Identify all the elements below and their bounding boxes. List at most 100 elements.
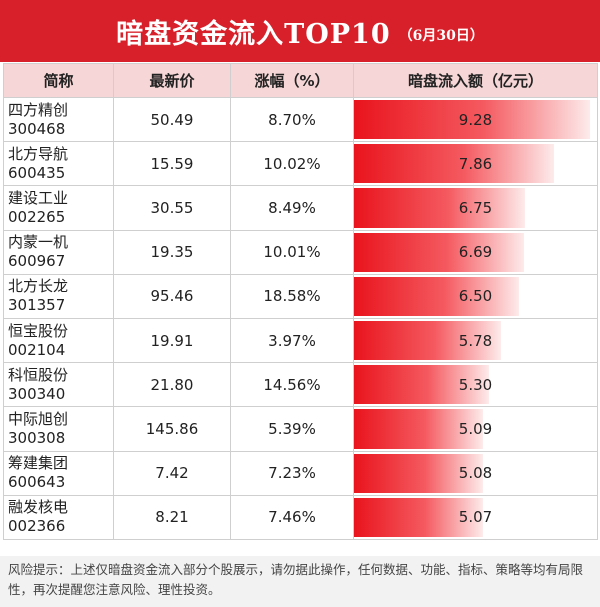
inflow-value: 5.09 bbox=[458, 419, 493, 438]
stock-code: 300468 bbox=[8, 119, 66, 138]
stock-code: 002104 bbox=[8, 340, 66, 359]
price-cell: 19.35 bbox=[113, 229, 231, 275]
inflow-value: 5.78 bbox=[458, 331, 493, 350]
stock-code: 301357 bbox=[8, 296, 66, 315]
inflow-bar bbox=[354, 497, 483, 537]
stock-cell: 建设工业 002265 bbox=[3, 185, 114, 231]
stock-name: 融发核电 bbox=[8, 498, 69, 517]
inflow-bar bbox=[354, 320, 501, 361]
inflow-bar bbox=[354, 188, 526, 228]
table-row: 四方精创 300468 50.49 8.70% 9.28 bbox=[3, 96, 598, 143]
change-cell: 14.56% bbox=[230, 362, 354, 408]
inflow-cell: 6.75 bbox=[353, 185, 598, 231]
inflow-value: 6.69 bbox=[458, 243, 493, 262]
stock-code: 300340 bbox=[8, 384, 66, 403]
stock-cell: 四方精创 300468 bbox=[3, 96, 114, 143]
inflow-bar bbox=[354, 365, 489, 405]
stock-code: 002366 bbox=[8, 517, 66, 536]
stock-name: 北方导航 bbox=[8, 144, 69, 163]
change-cell: 18.58% bbox=[230, 273, 354, 319]
inflow-cell: 6.50 bbox=[353, 273, 598, 319]
change-cell: 10.01% bbox=[230, 229, 354, 275]
table-row: 北方导航 600435 15.59 10.02% 7.86 bbox=[3, 141, 598, 187]
table-row: 筹建集团 600643 7.42 7.23% 5.08 bbox=[3, 450, 598, 496]
stock-cell: 内蒙一机 600967 bbox=[3, 229, 114, 275]
stock-name: 建设工业 bbox=[8, 188, 69, 207]
inflow-cell: 5.07 bbox=[353, 494, 598, 540]
inflow-value: 5.30 bbox=[458, 375, 493, 394]
change-cell: 3.97% bbox=[230, 317, 354, 364]
stock-cell: 北方导航 600435 bbox=[3, 141, 114, 187]
inflow-value: 5.07 bbox=[458, 508, 493, 527]
price-cell: 30.55 bbox=[113, 185, 231, 231]
change-cell: 8.70% bbox=[230, 96, 354, 143]
inflow-bar bbox=[354, 100, 590, 140]
inflow-value: 9.28 bbox=[458, 110, 493, 129]
stock-cell: 中际旭创 300308 bbox=[3, 406, 114, 452]
inflow-cell: 7.86 bbox=[353, 141, 598, 187]
price-cell: 145.86 bbox=[113, 406, 231, 452]
column-header-name: 简称 bbox=[3, 63, 114, 98]
inflow-value: 7.86 bbox=[458, 154, 493, 173]
stock-cell: 筹建集团 600643 bbox=[3, 450, 114, 496]
price-cell: 21.80 bbox=[113, 362, 231, 408]
column-header-price: 最新价 bbox=[113, 63, 231, 98]
inflow-cell: 5.30 bbox=[353, 362, 598, 408]
price-cell: 19.91 bbox=[113, 317, 231, 364]
stock-cell: 恒宝股份 002104 bbox=[3, 317, 114, 364]
stock-code: 600643 bbox=[8, 473, 66, 492]
table-row: 中际旭创 300308 145.86 5.39% 5.09 bbox=[3, 406, 598, 452]
inflow-cell: 9.28 bbox=[353, 96, 598, 143]
table-row: 建设工业 002265 30.55 8.49% 6.75 bbox=[3, 185, 598, 231]
stock-name: 北方长龙 bbox=[8, 277, 69, 296]
stock-name: 恒宝股份 bbox=[8, 321, 69, 340]
price-cell: 7.42 bbox=[113, 450, 231, 496]
inflow-bar bbox=[354, 409, 484, 449]
table-row: 内蒙一机 600967 19.35 10.01% 6.69 bbox=[3, 229, 598, 275]
inflow-cell: 5.09 bbox=[353, 406, 598, 452]
stock-name: 科恒股份 bbox=[8, 365, 69, 384]
table-header-row: 简称 最新价 涨幅（%） 暗盘流入额（亿元） bbox=[3, 63, 598, 98]
stock-cell: 科恒股份 300340 bbox=[3, 362, 114, 408]
stock-cell: 融发核电 002366 bbox=[3, 494, 114, 540]
change-cell: 10.02% bbox=[230, 141, 354, 187]
table-row: 科恒股份 300340 21.80 14.56% 5.30 bbox=[3, 362, 598, 408]
change-cell: 7.46% bbox=[230, 494, 354, 540]
risk-disclaimer: 风险提示：上述仅暗盘资金流入部分个股展示，请勿据此操作，任何数据、功能、指标、策… bbox=[0, 556, 600, 607]
inflow-bar bbox=[354, 276, 520, 316]
inflow-bar bbox=[354, 144, 554, 184]
stock-code: 600435 bbox=[8, 163, 66, 182]
price-cell: 95.46 bbox=[113, 273, 231, 319]
stock-name: 四方精创 bbox=[8, 100, 69, 119]
price-cell: 15.59 bbox=[113, 141, 231, 187]
stock-name: 内蒙一机 bbox=[8, 233, 69, 252]
stock-name: 中际旭创 bbox=[8, 409, 69, 428]
inflow-cell: 6.69 bbox=[353, 229, 598, 275]
inflow-value: 6.50 bbox=[458, 287, 493, 306]
change-cell: 7.23% bbox=[230, 450, 354, 496]
inflow-value: 6.75 bbox=[458, 198, 493, 217]
stock-name: 筹建集团 bbox=[8, 454, 69, 473]
table-row: 恒宝股份 002104 19.91 3.97% 5.78 bbox=[3, 317, 598, 364]
inflow-cell: 5.78 bbox=[353, 317, 598, 364]
page-title: 暗盘资金流入TOP10 bbox=[116, 18, 391, 50]
inflow-bar bbox=[354, 453, 484, 493]
change-cell: 8.49% bbox=[230, 185, 354, 231]
inflow-table: 简称 最新价 涨幅（%） 暗盘流入额（亿元） 四方精创 300468 50.49 8.… bbox=[3, 63, 598, 540]
inflow-bar bbox=[354, 232, 524, 272]
title-banner: 暗盘资金流入TOP10 （6月30日） bbox=[0, 0, 600, 62]
table-row: 融发核电 002366 8.21 7.46% 5.07 bbox=[3, 494, 598, 540]
page-date: （6月30日） bbox=[398, 28, 484, 44]
table-row: 北方长龙 301357 95.46 18.58% 6.50 bbox=[3, 273, 598, 319]
inflow-cell: 5.08 bbox=[353, 450, 598, 496]
price-cell: 50.49 bbox=[113, 96, 231, 143]
stock-cell: 北方长龙 301357 bbox=[3, 273, 114, 319]
stock-code: 600967 bbox=[8, 252, 66, 271]
price-cell: 8.21 bbox=[113, 494, 231, 540]
column-header-change: 涨幅（%） bbox=[230, 63, 354, 98]
stock-code: 300308 bbox=[8, 428, 66, 447]
column-header-inflow: 暗盘流入额（亿元） bbox=[353, 63, 598, 98]
stock-code: 002265 bbox=[8, 207, 66, 226]
inflow-value: 5.08 bbox=[458, 464, 493, 483]
change-cell: 5.39% bbox=[230, 406, 354, 452]
